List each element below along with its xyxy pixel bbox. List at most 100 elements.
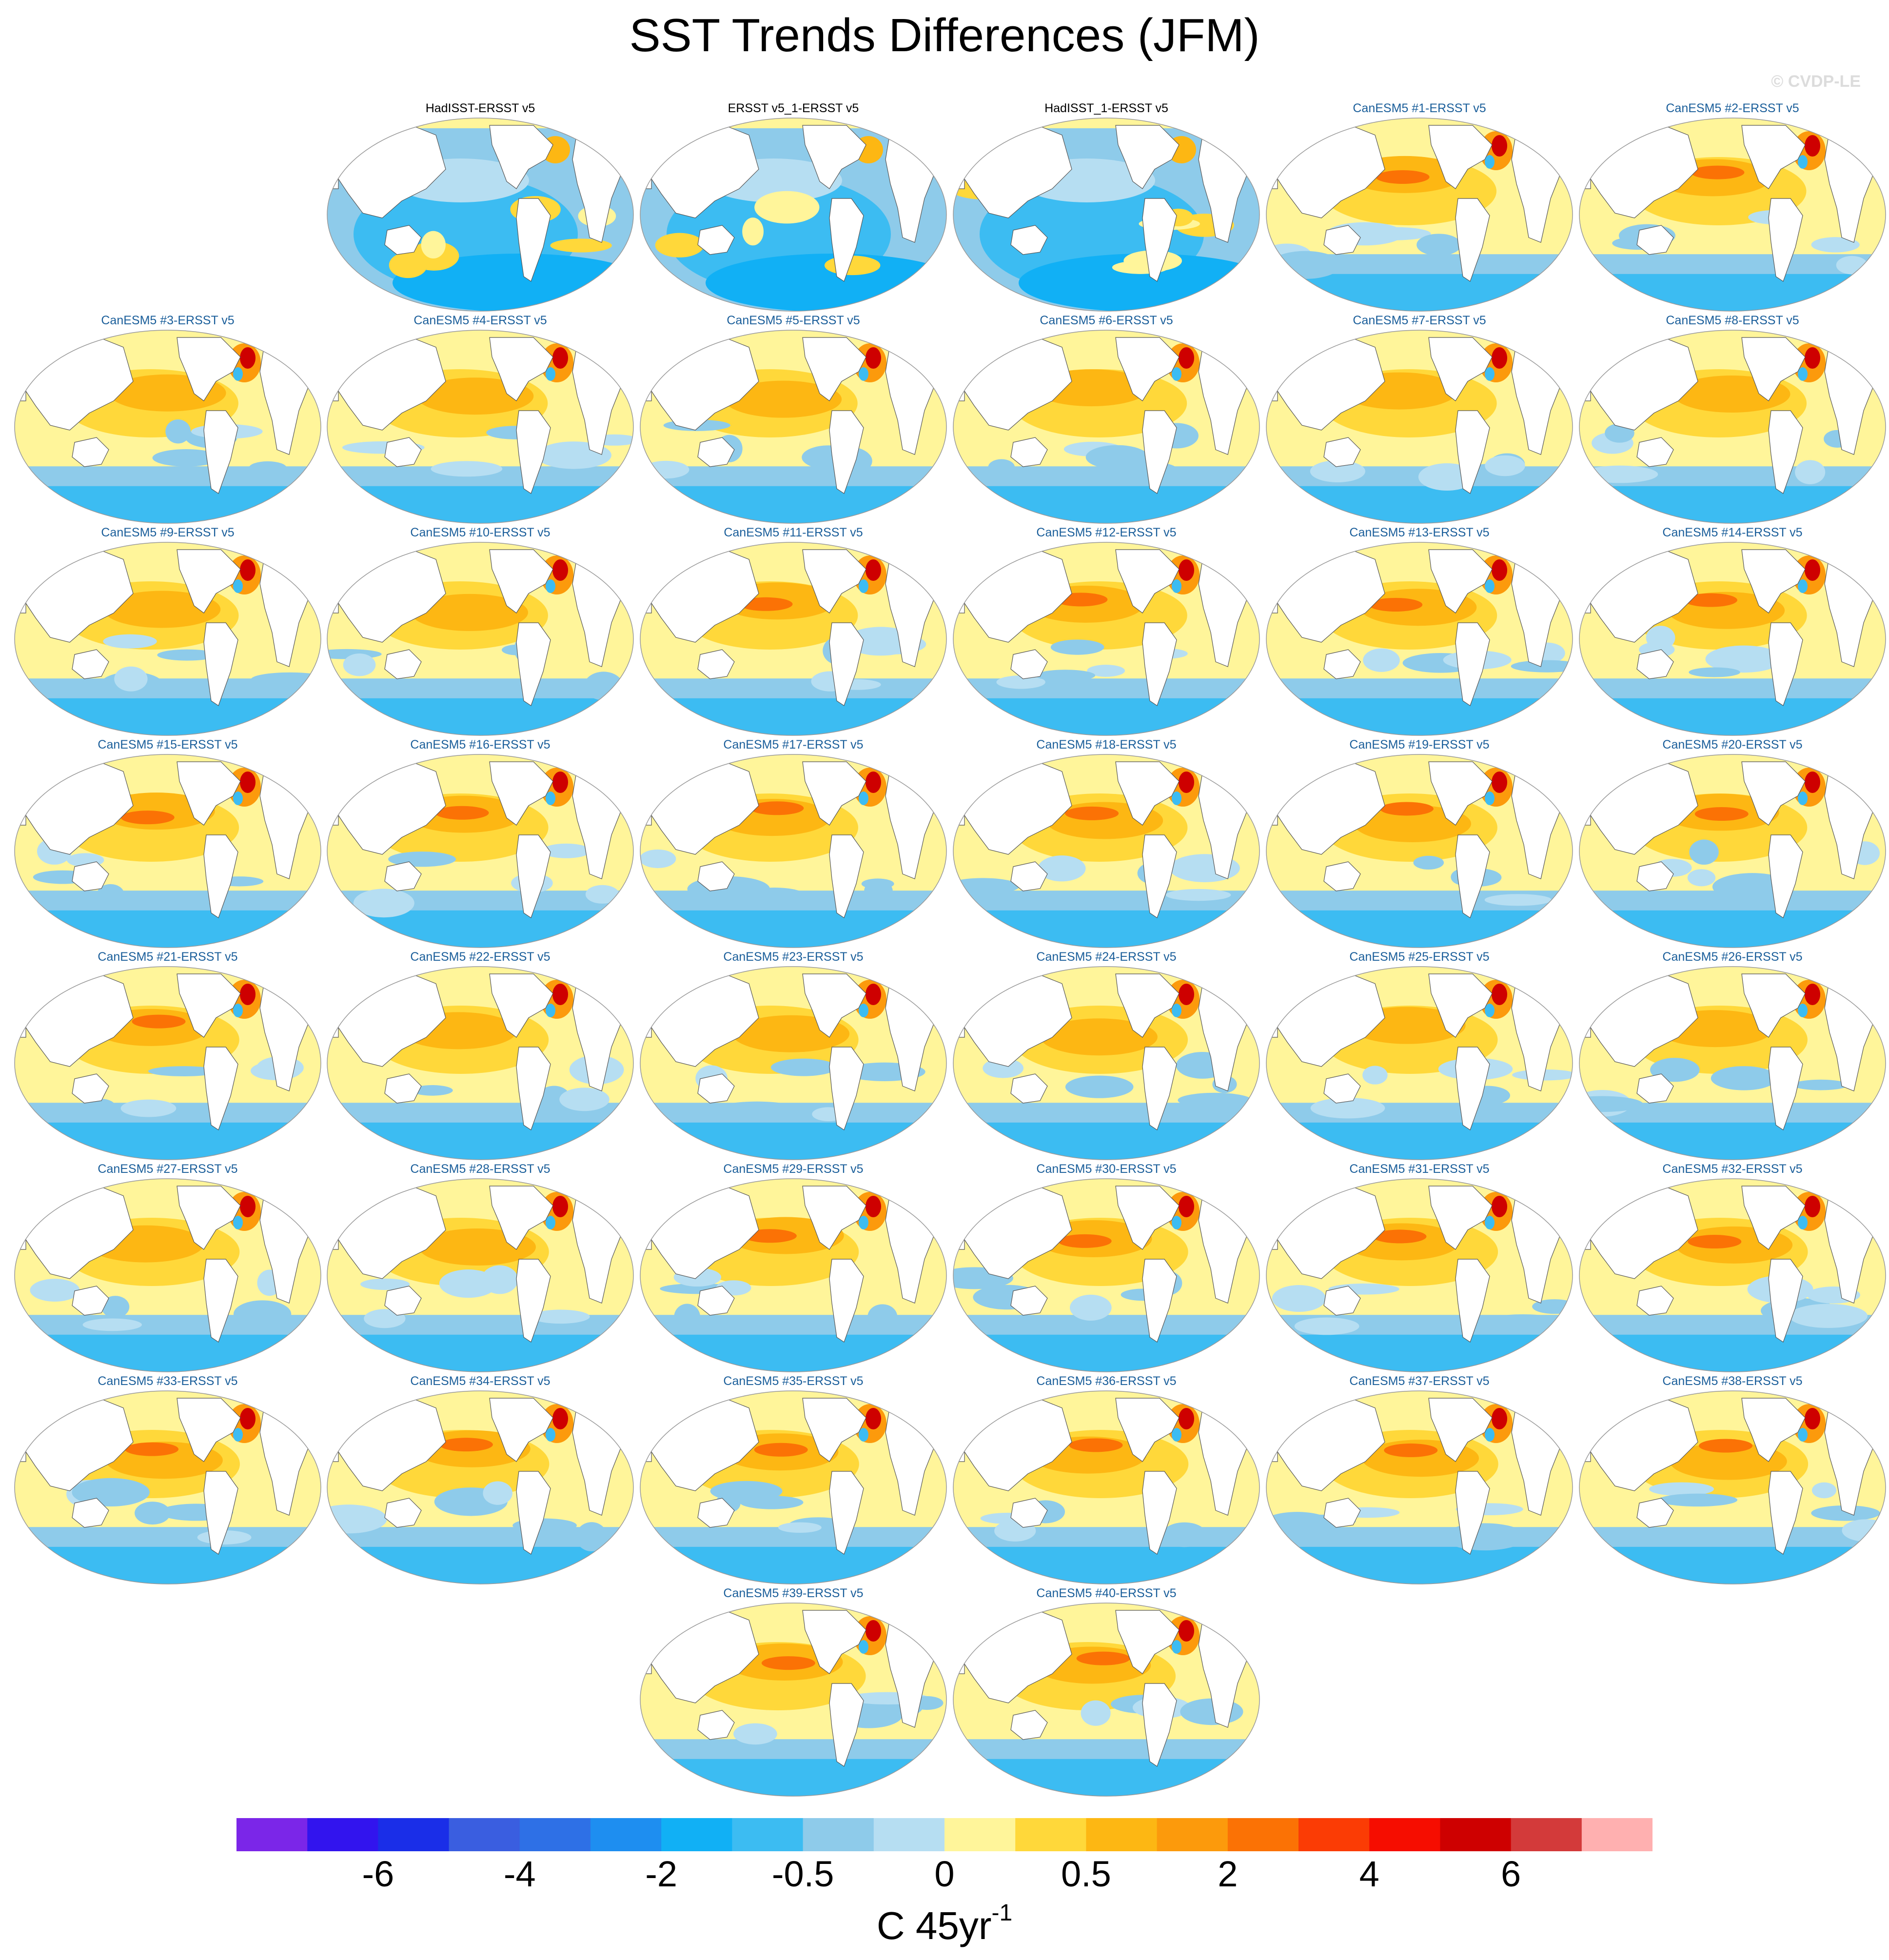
sst-map: [953, 1390, 1260, 1584]
gulfstream-cool: [233, 579, 243, 593]
land-mass: [1768, 1259, 1803, 1343]
pacific-hotspot: [1691, 165, 1745, 179]
gulfstream-cool: [1485, 579, 1495, 593]
cool-anomaly: [1417, 234, 1461, 256]
land-mass: [327, 771, 339, 826]
land-mass: [384, 1073, 422, 1104]
land-mass: [697, 649, 735, 679]
cool-anomaly: [778, 1522, 822, 1533]
land-mass: [327, 559, 339, 614]
land-mass: [516, 1047, 551, 1130]
pacific-hotspot: [1069, 1438, 1123, 1452]
land-mass: [697, 225, 735, 255]
atlantic-hotspot: [1805, 135, 1820, 157]
gulfstream-cool: [1798, 1428, 1808, 1442]
land-mass: [1266, 1407, 1278, 1462]
southern-ocean-cool: [640, 1334, 946, 1372]
sst-map: [1266, 966, 1573, 1160]
map-panel: CanESM5 #26-ERSST v5: [1576, 950, 1889, 1162]
atlantic-hotspot: [866, 347, 881, 369]
sst-map: [953, 330, 1260, 524]
arctic-band: [327, 754, 633, 765]
panel-label: CanESM5 #18-ERSST v5: [1036, 738, 1177, 752]
land-mass: [15, 559, 26, 614]
map-panel: CanESM5 #34-ERSST v5: [324, 1374, 637, 1586]
land-mass: [1741, 973, 1806, 1038]
sst-map: [327, 1178, 634, 1372]
atlantic-hotspot: [1492, 347, 1507, 369]
map-border: [14, 966, 321, 1160]
arctic-band: [1266, 542, 1573, 553]
atlantic-hotspot: [240, 772, 256, 793]
cool-anomaly: [249, 461, 287, 475]
pacific-hotspot: [754, 1443, 808, 1457]
atlantic-hotspot: [1179, 1408, 1194, 1429]
gulfstream-cool: [859, 579, 868, 593]
land-mass: [489, 1186, 553, 1250]
land-mass: [1579, 1195, 1591, 1250]
land-mass: [327, 135, 339, 189]
land-mass: [1323, 437, 1361, 467]
land-mass: [15, 347, 26, 401]
cool-anomaly: [733, 1723, 777, 1745]
map-panel: CanESM5 #27-ERSST v5: [11, 1162, 324, 1374]
colorbar-tick-label: 0.5: [1061, 1854, 1111, 1894]
land-mass: [203, 1259, 238, 1343]
southern-ocean-cool: [327, 1546, 633, 1584]
map-panel: CanESM5 #8-ERSST v5: [1576, 313, 1889, 526]
gulfstream-cool: [859, 367, 868, 381]
cool-anomaly: [576, 1522, 608, 1552]
land-mass: [15, 1195, 26, 1250]
panel-label: HadISST_1-ERSST v5: [1044, 101, 1168, 115]
land-mass: [1142, 1259, 1177, 1343]
cool-anomaly: [1581, 465, 1658, 483]
map-border: [1579, 330, 1886, 524]
gulfstream-cool: [546, 1004, 555, 1017]
map-border: [327, 1178, 634, 1372]
colorbar-swatch: [307, 1818, 378, 1851]
cool-anomaly: [1038, 855, 1086, 882]
sst-map: [1266, 754, 1573, 948]
gulfstream-cool: [1172, 792, 1181, 805]
land-mass: [516, 622, 551, 706]
map-border: [1266, 118, 1573, 312]
sst-map: [1579, 754, 1886, 948]
atlantic-hotspot: [240, 1196, 256, 1217]
arctic-band: [1266, 330, 1573, 340]
land-mass: [1323, 1073, 1361, 1104]
land-mass: [177, 337, 241, 401]
pacific-hotspot: [1694, 807, 1749, 821]
colorbar-units: C 45yr-1: [0, 1900, 1889, 1948]
colorbar-swatch: [236, 1818, 308, 1851]
map-border: [327, 118, 634, 312]
land-mass: [72, 437, 109, 467]
atlantic-hotspot: [552, 772, 568, 793]
sst-map: [327, 330, 634, 524]
cool-anomaly: [1035, 670, 1096, 681]
southern-ocean-cool: [640, 1546, 946, 1584]
panel-label: CanESM5 #29-ERSST v5: [723, 1162, 864, 1176]
southern-ocean-cool: [327, 698, 633, 735]
figure-title: SST Trends Differences (JFM): [629, 9, 1260, 61]
land-mass: [489, 1398, 553, 1462]
southern-ocean-cool: [1579, 910, 1886, 948]
sst-map: [953, 1178, 1260, 1372]
pacific-warm-core: [411, 594, 528, 631]
map-border: [1579, 542, 1886, 736]
land-mass: [15, 771, 26, 826]
cool-anomaly: [343, 653, 376, 676]
land-mass: [1115, 761, 1180, 826]
sst-map: [1266, 1390, 1573, 1584]
cool-anomaly: [233, 1300, 292, 1328]
land-mass: [640, 771, 652, 826]
warm-anomaly: [754, 191, 820, 224]
land-mass: [72, 861, 109, 891]
cool-anomaly: [353, 889, 414, 918]
land-mass: [72, 649, 109, 679]
land-mass: [697, 1286, 735, 1316]
arctic-band: [327, 967, 633, 977]
arctic-band: [640, 330, 946, 340]
panel-label: CanESM5 #9-ERSST v5: [101, 526, 235, 539]
sst-map: [1266, 1178, 1573, 1372]
colorbar-swatch: [732, 1818, 804, 1851]
